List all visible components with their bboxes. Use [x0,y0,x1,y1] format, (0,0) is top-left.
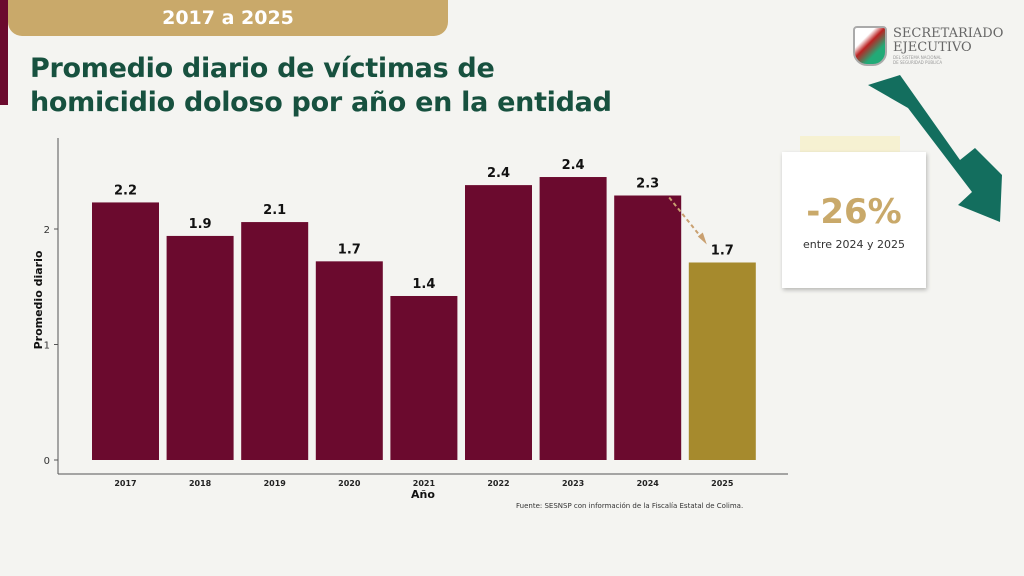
x-tick-label: 2018 [189,479,212,488]
x-tick-label: 2020 [338,479,361,488]
change-caption: entre 2024 y 2025 [802,238,906,251]
logo: SECRETARIADO EJECUTIVO DEL SISTEMA NACIONA… [853,26,1003,66]
data-label: 2.4 [487,166,510,181]
arrowhead-icon [697,232,707,245]
logo-sub-1: DEL SISTEMA NACIONAL [893,55,942,60]
down-arrow-icon [868,75,1002,222]
bar-2020 [315,261,383,460]
data-label: 2.2 [114,183,137,198]
x-tick-label: 2021 [413,479,436,488]
bar-2025 [688,262,756,460]
logo-name-1: SECRETARIADO [893,26,1004,41]
x-tick-label: 2024 [637,479,660,488]
trend-arrow-icon [668,196,705,242]
data-label: 2.4 [562,158,585,173]
x-tick-label: 2017 [114,479,136,488]
logo-sub-2: DE SEGURIDAD PÚBLICA [893,60,943,65]
bar-2022 [465,185,532,461]
title-line-2: homicidio doloso por año en la entidad [30,87,612,118]
data-label: 1.9 [189,217,212,232]
bar-2023 [539,177,607,460]
x-axis-label: Año [411,488,435,501]
accent-bar [0,0,8,105]
y-tick-label: 1 [44,341,50,352]
y-tick-label: 0 [44,456,50,467]
change-value: -26% [806,192,902,232]
source-note: Fuente: SESNSP con información de la Fis… [516,502,744,510]
bar-2024 [614,195,682,460]
data-label: 1.4 [412,277,435,292]
title-line-1: Promedio diario de víctimas de [30,53,495,84]
callout-card: -26% entre 2024 y 2025 [782,152,926,288]
data-label: 1.7 [338,242,361,257]
y-axis-label: Promedio diario [32,250,45,349]
data-label: 1.7 [711,243,734,258]
bar-2018 [166,235,234,460]
period-badge: 2017 a 2025 [8,0,448,36]
x-tick-label: 2023 [562,479,584,488]
x-tick-label: 2019 [264,479,287,488]
logo-name-2: EJECUTIVO [893,40,972,55]
bar-2017 [92,202,159,460]
y-tick-label: 2 [44,225,50,236]
x-tick-label: 2025 [711,479,734,488]
data-label: 2.3 [636,177,659,192]
bar-2021 [390,295,458,460]
data-label: 2.1 [263,203,286,218]
shield-icon [853,26,887,66]
bar-2019 [241,222,309,460]
page-title: Promedio diario de víctimas de homicidio … [30,52,612,120]
x-tick-label: 2022 [487,479,509,488]
